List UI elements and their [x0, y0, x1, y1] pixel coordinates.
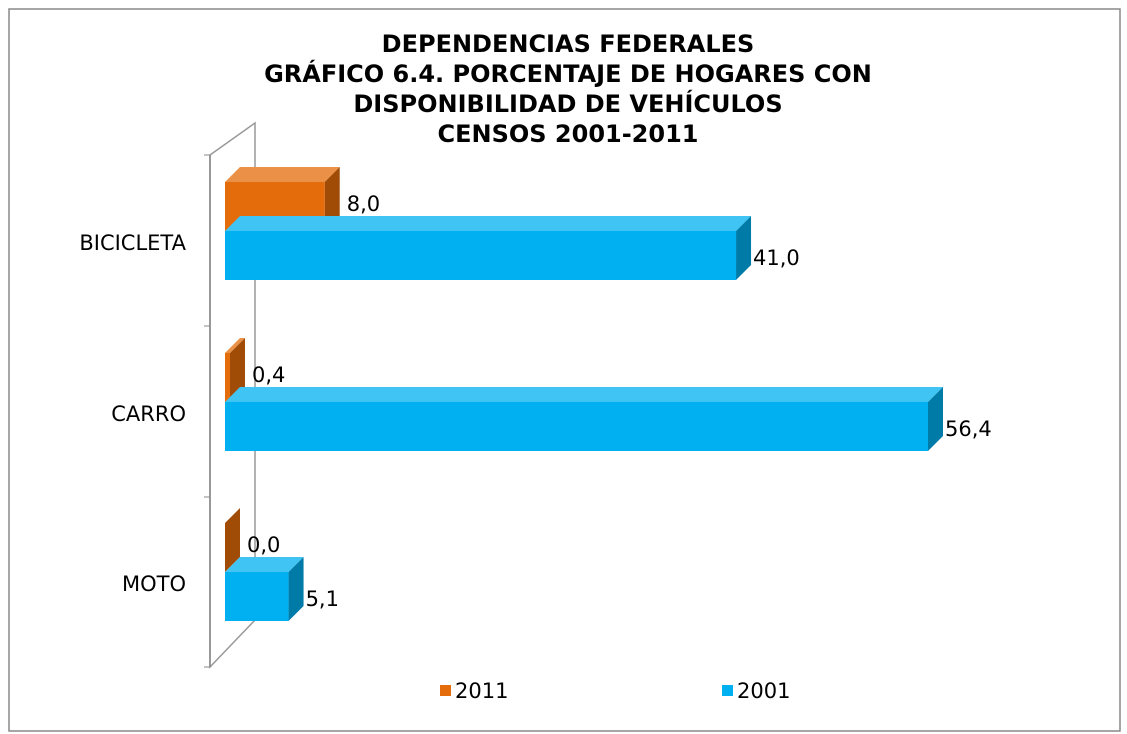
chart-title: DEPENDENCIAS FEDERALES	[382, 30, 755, 58]
legend-label: 2001	[737, 679, 790, 703]
bar-side	[229, 338, 245, 402]
chart-title: GRÁFICO 6.4. PORCENTAJE DE HOGARES CON	[264, 59, 872, 88]
value-label: 8,0	[347, 192, 380, 216]
value-label: 41,0	[753, 246, 800, 270]
bar-side	[928, 387, 943, 451]
bar-side	[736, 216, 752, 280]
bar-front	[225, 402, 928, 451]
chart-title: DISPONIBILIDAD DE VEHÍCULOS	[353, 89, 782, 118]
bar-front	[225, 231, 737, 280]
bar-top	[225, 387, 943, 402]
bar-top	[225, 167, 340, 182]
bar-top	[225, 557, 304, 572]
value-label: 5,1	[306, 587, 339, 611]
bar-front	[225, 353, 230, 402]
bar-side	[225, 508, 240, 572]
category-label: MOTO	[122, 572, 186, 596]
bar-side	[288, 557, 304, 621]
bar	[225, 508, 240, 572]
value-label: 0,0	[247, 533, 280, 557]
chart-title: CENSOS 2001-2011	[438, 120, 699, 148]
value-label: 0,4	[252, 363, 285, 387]
category-label: BICICLETA	[79, 231, 186, 255]
category-label: CARRO	[111, 402, 186, 426]
bar	[225, 216, 752, 280]
bar-top	[225, 338, 245, 353]
bar	[225, 557, 304, 621]
bar	[225, 338, 245, 402]
legend-swatch	[440, 685, 451, 696]
value-label: 56,4	[945, 417, 992, 441]
bar-side	[324, 167, 340, 231]
bar	[225, 387, 943, 451]
legend-label: 2011	[455, 679, 508, 703]
chart-frame	[8, 8, 1121, 732]
legend-swatch	[722, 685, 733, 696]
bar-front	[225, 572, 289, 621]
bar-top	[225, 216, 752, 231]
